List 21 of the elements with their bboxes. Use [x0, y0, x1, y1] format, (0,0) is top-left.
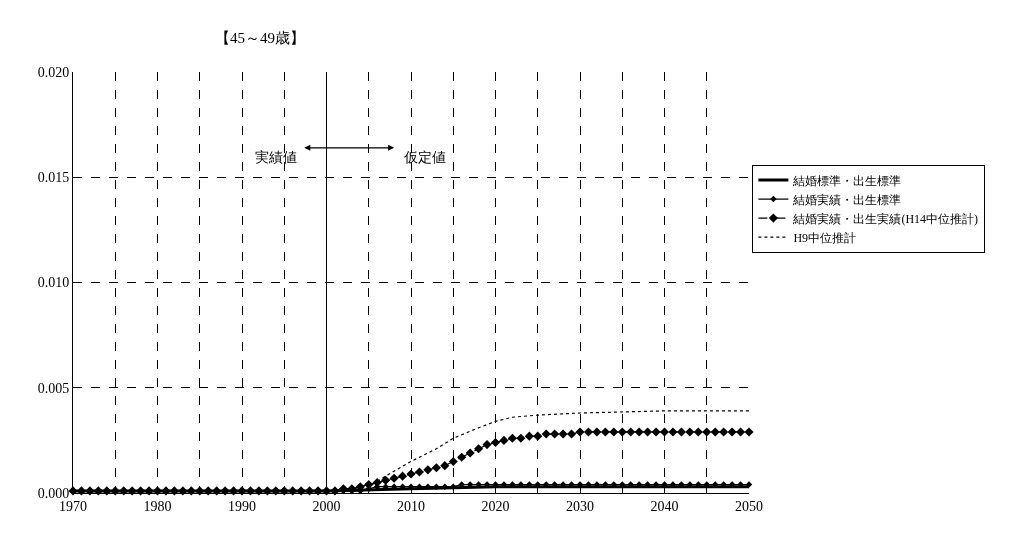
- chart-title: 【45～49歳】: [215, 30, 305, 47]
- y-tick-label: 0.010: [37, 275, 70, 291]
- x-tick-label: 1970: [59, 498, 87, 514]
- x-tick-label: 1980: [143, 498, 172, 514]
- annotation: 仮定値: [403, 150, 446, 165]
- x-tick-label: 2030: [566, 498, 594, 514]
- x-tick-label: 1990: [228, 498, 256, 514]
- x-tick-label: 2000: [312, 498, 341, 514]
- legend-label: 結婚標準・出生標準: [792, 173, 902, 188]
- x-tick-label: 2020: [481, 498, 510, 514]
- annotation: 実績値: [255, 150, 297, 165]
- y-tick-label: 0.015: [37, 170, 70, 186]
- x-tick-label: 2040: [650, 498, 679, 514]
- legend-label: 結婚実績・出生実績(H14中位推計): [792, 211, 979, 226]
- x-tick-label: 2050: [735, 498, 763, 514]
- y-tick-label: 0.000: [37, 485, 70, 501]
- x-tick-label: 2010: [397, 498, 425, 514]
- legend-label: H9中位推計: [793, 230, 857, 245]
- y-tick-label: 0.020: [37, 64, 70, 80]
- y-tick-label: 0.005: [37, 380, 70, 396]
- legend-label: 結婚実績・出生標準: [792, 192, 902, 207]
